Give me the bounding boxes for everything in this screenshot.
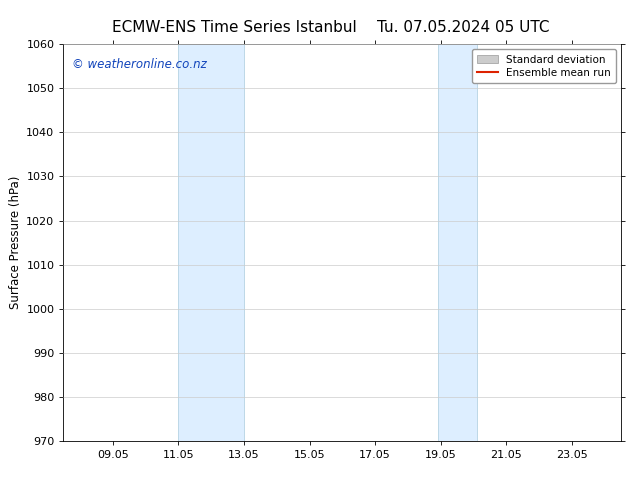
Text: ECMW-ENS Time Series Istanbul: ECMW-ENS Time Series Istanbul xyxy=(112,20,357,35)
Text: Tu. 07.05.2024 05 UTC: Tu. 07.05.2024 05 UTC xyxy=(377,20,549,35)
Bar xyxy=(437,44,477,441)
Legend: Standard deviation, Ensemble mean run: Standard deviation, Ensemble mean run xyxy=(472,49,616,83)
Text: © weatheronline.co.nz: © weatheronline.co.nz xyxy=(72,58,207,71)
Y-axis label: Surface Pressure (hPa): Surface Pressure (hPa) xyxy=(9,176,22,309)
Bar xyxy=(178,44,244,441)
